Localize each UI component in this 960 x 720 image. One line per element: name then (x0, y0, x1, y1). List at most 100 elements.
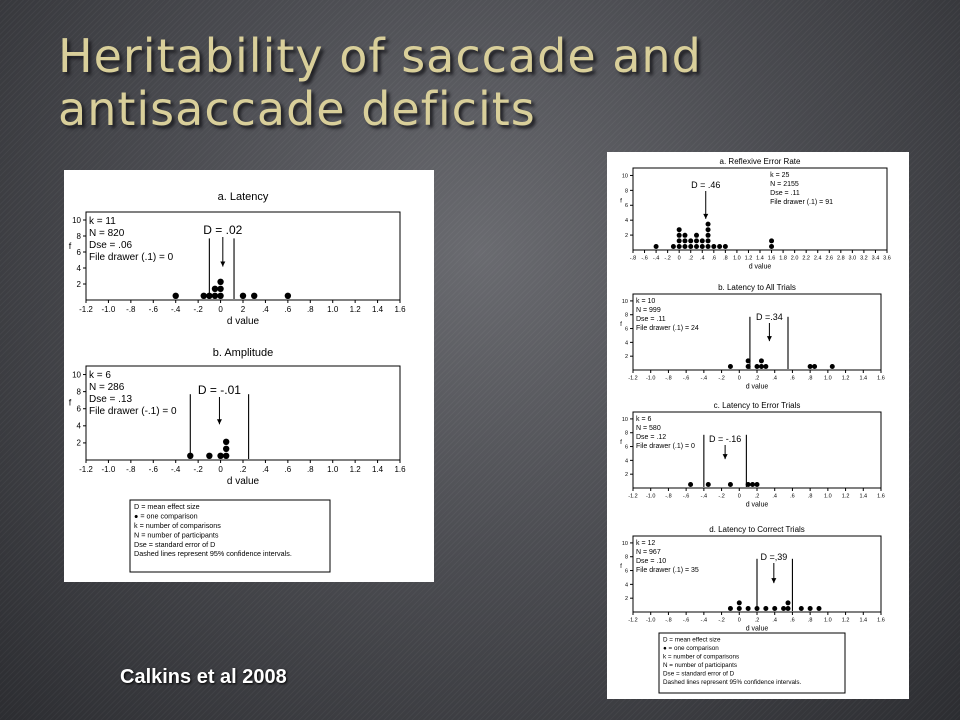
legend-line: k = number of comparisons (663, 653, 739, 660)
x-tick-label: .2 (240, 465, 247, 474)
x-tick-label: -1.0 (646, 376, 655, 382)
data-point (769, 244, 775, 249)
data-point (772, 606, 778, 611)
data-point (727, 364, 733, 369)
legend-box: D = mean effect size ● = one comparisonk … (658, 632, 846, 694)
x-tick-label: 1.4 (372, 465, 384, 474)
y-tick-label: 2 (625, 596, 628, 602)
legend-line: Dse = standard error of D (663, 670, 735, 677)
data-point (239, 292, 247, 299)
data-point (206, 292, 213, 299)
x-tick-label: -1.2 (628, 494, 637, 500)
data-point (807, 606, 813, 611)
y-tick-label: 4 (77, 422, 82, 431)
y-tick-label: 8 (77, 387, 82, 396)
x-tick-label: -.8 (665, 376, 671, 382)
data-point (785, 600, 791, 606)
y-tick-label: 10 (622, 541, 628, 547)
data-point (211, 285, 219, 292)
x-tick-label: 0 (218, 305, 223, 314)
data-point (705, 221, 711, 227)
plot-frame (632, 167, 888, 251)
data-point (682, 232, 688, 238)
x-tick-label: -.4 (653, 256, 659, 262)
data-point (785, 606, 791, 611)
data-point (727, 482, 733, 487)
mean-arrowhead (722, 454, 728, 460)
plot-frame (632, 293, 882, 371)
data-point (754, 364, 760, 369)
x-tick-label: -.8 (665, 618, 671, 624)
x-tick-label: 0 (738, 376, 741, 382)
x-tick-label: 1.4 (859, 494, 867, 500)
data-point (722, 244, 728, 249)
data-point (705, 238, 711, 244)
stat-line: N = 580 (636, 425, 661, 432)
chart-3: b. Latency to All Trials 2 4 6 8 10 f -1.2 -1.0 -… (620, 283, 885, 391)
chart-5: d. Latency to Correct Trials 2 4 6 8 10 f -1.2 -… (620, 525, 885, 633)
data-point (217, 285, 224, 292)
mean-arrowhead (771, 578, 777, 584)
x-tick-label: 2 (241, 305, 246, 314)
y-axis-label: f (620, 197, 622, 204)
data-point (758, 364, 764, 369)
chart-title: b. Latency to All Trials (718, 283, 796, 292)
data-point (699, 244, 705, 249)
stat-line: k = 12 (636, 540, 655, 547)
x-tick-label: -.4 (701, 618, 707, 624)
chart-title: c. Latency to Error Trials (714, 401, 801, 410)
x-tick-label: 1.6 (877, 376, 885, 382)
data-point (284, 292, 292, 299)
data-point (653, 244, 659, 249)
x-tick-label: 1.0 (733, 256, 741, 262)
y-tick-label: 2 (625, 472, 628, 478)
x-tick-label: .8 (808, 618, 813, 624)
stat-line: File drawer (.1) = 24 (636, 325, 699, 332)
data-point (676, 244, 682, 249)
data-point (745, 482, 751, 487)
x-tick-label: 0 (738, 618, 741, 624)
data-point (829, 364, 835, 369)
x-tick-label: 1.4 (756, 256, 764, 262)
y-axis-label: f (620, 439, 622, 446)
x-tick-label: 2.2 (802, 256, 810, 262)
x-tick-label: .4 (700, 256, 705, 262)
x-tick-label: 1.4 (372, 305, 384, 314)
citation: Calkins et al 2008 (120, 666, 287, 688)
legend-line: Dashed lines represent 95% confidence in… (134, 549, 292, 558)
data-point (676, 227, 682, 233)
chart-title: a. Latency (218, 191, 269, 203)
mean-label: D = .46 (691, 180, 720, 190)
data-point (217, 278, 224, 285)
y-tick-label: 6 (77, 405, 82, 414)
y-tick-label: 4 (625, 458, 628, 464)
data-point (200, 292, 207, 299)
data-point (763, 606, 769, 611)
data-point (682, 238, 688, 244)
chart-2: a. Reflexive Error Rate 2 4 6 8 10 f -.8 -.6 -.4-… (620, 157, 891, 271)
stat-line: Dse = .12 (636, 434, 666, 441)
x-tick-label: 1.6 (394, 305, 406, 314)
data-point (705, 232, 711, 238)
mean-label: D = -.16 (709, 434, 741, 444)
legend-line: k = number of comparisons (134, 521, 221, 530)
x-tick-label: 2.4 (814, 256, 822, 262)
y-tick-label: 2 (625, 354, 628, 360)
mean-arrowhead (216, 419, 222, 425)
y-axis-label: f (620, 321, 622, 328)
slide-title: Heritability of saccade and antisaccade … (58, 29, 702, 136)
left-figure: a. Latency 2 4 6 8 10 f -1.2 -1.0 -.8 -.6 -.4 -.2 0 2.… (69, 191, 406, 573)
x-tick-label: .8 (723, 256, 728, 262)
data-point (217, 452, 224, 459)
x-tick-label: 0 (738, 494, 741, 500)
legend-line: D = mean effect size (663, 636, 721, 643)
data-point (736, 600, 742, 606)
data-point (676, 232, 682, 238)
stat-line: File drawer (-.1) = 0 (89, 406, 177, 417)
data-point (694, 238, 699, 244)
x-tick-label: -1.2 (628, 376, 637, 382)
x-axis-label: d value (746, 384, 769, 391)
chart-title: b. Amplitude (213, 347, 274, 359)
data-point (736, 606, 742, 611)
